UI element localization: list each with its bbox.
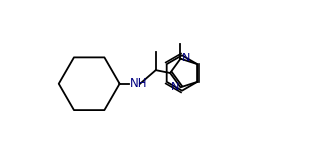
Text: N: N xyxy=(171,82,179,92)
Text: N: N xyxy=(182,53,190,63)
Text: NH: NH xyxy=(130,77,147,90)
